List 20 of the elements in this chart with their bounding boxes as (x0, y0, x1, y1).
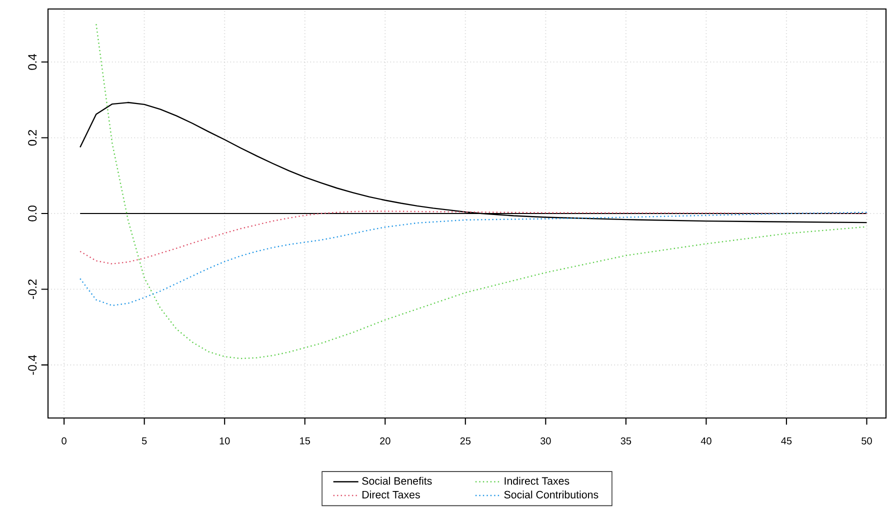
x-tick-label: 45 (781, 437, 792, 444)
x-tick-label: 0 (62, 437, 66, 444)
legend-label: Social Contributions (504, 490, 598, 498)
x-tick-label: 50 (862, 437, 872, 444)
x-tick-label: 35 (620, 437, 632, 444)
legend-label: Direct Taxes (362, 490, 420, 498)
y-tick-label: 0.0 (28, 206, 37, 222)
legend-label: Social Benefits (362, 476, 432, 485)
y-tick-label: 0.2 (28, 130, 37, 146)
x-tick-label: 10 (220, 437, 230, 444)
y-tick-label: -0.4 (28, 354, 37, 375)
y-tick-label: 0.4 (28, 54, 37, 70)
legend-label: Indirect Taxes (504, 476, 570, 485)
x-tick-label: 20 (380, 437, 390, 444)
x-tick-label: 5 (142, 437, 147, 444)
x-tick-label: 40 (700, 437, 712, 444)
x-tick-label: 30 (540, 437, 551, 444)
x-tick-label: 15 (300, 437, 310, 444)
x-tick-label: 25 (460, 437, 471, 444)
y-tick-label: -0.2 (28, 280, 37, 300)
